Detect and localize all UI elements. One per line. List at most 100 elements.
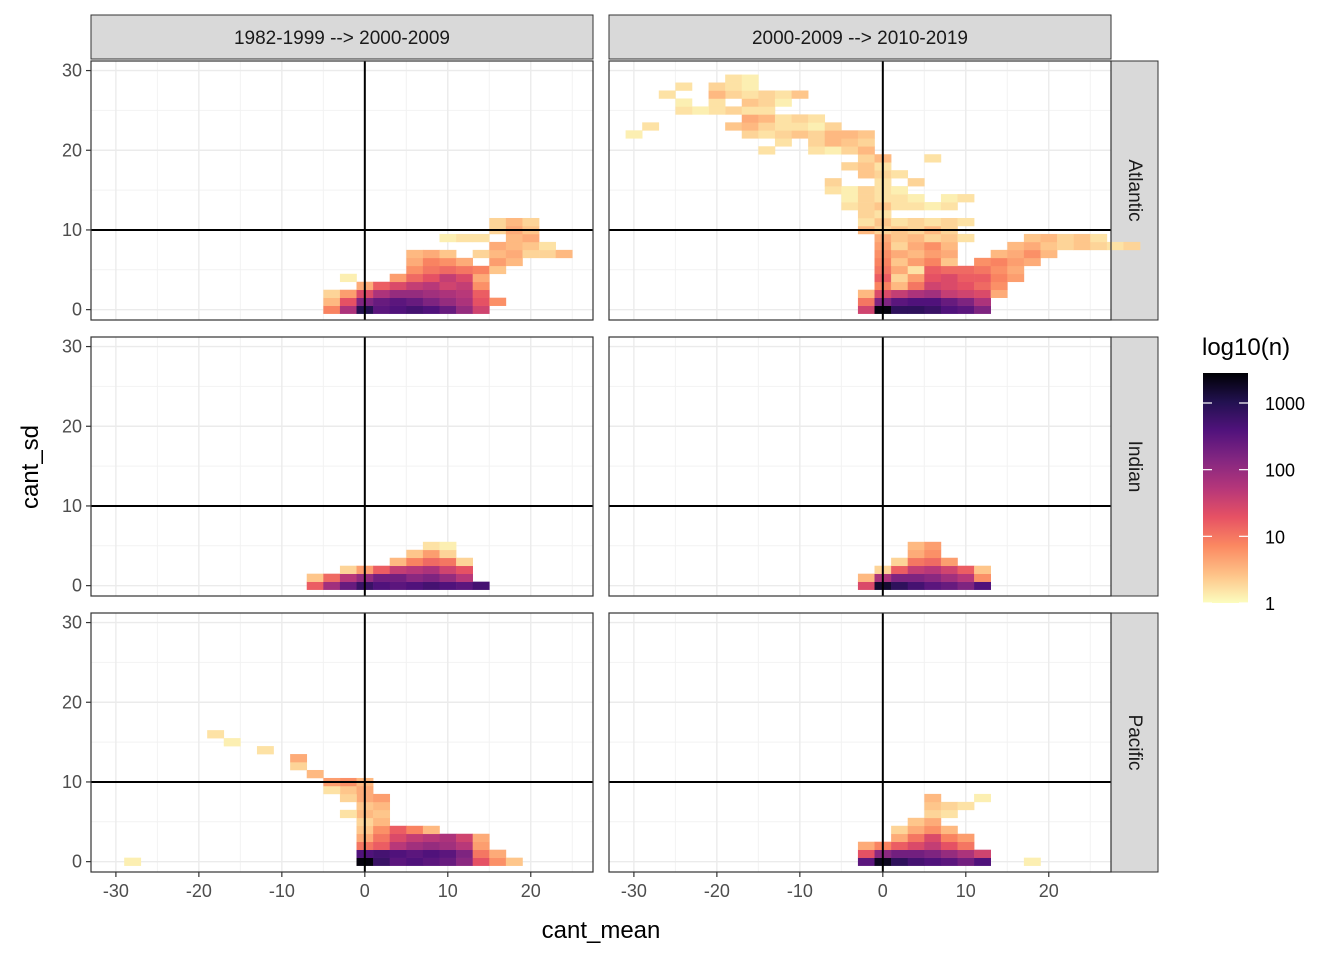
heat-cell [389, 565, 407, 574]
heat-cell [924, 565, 942, 574]
x-tick-label: 10 [438, 881, 458, 901]
heat-cell [373, 801, 391, 811]
heat-cell [907, 202, 925, 211]
heat-cell [741, 122, 759, 131]
heat-cell [808, 122, 826, 131]
heat-cell [974, 565, 991, 574]
heat-cell [990, 265, 1008, 275]
heat-cell [456, 557, 473, 567]
heat-cell [1023, 241, 1041, 251]
heat-cell [439, 233, 457, 243]
heat-cell [505, 217, 523, 227]
heat-cell [891, 217, 909, 227]
heat-cell [373, 817, 391, 827]
heat-cell [708, 82, 726, 91]
heat-cell [323, 581, 341, 590]
legend-break-label: 1000 [1265, 394, 1305, 414]
heat-cell [940, 217, 958, 227]
heat-cell [841, 162, 859, 171]
heat-cell [1007, 273, 1025, 283]
panel-border-indian-2 [608, 336, 1112, 597]
heat-cell [907, 549, 925, 559]
heat-cell [974, 273, 991, 283]
heat-cell [256, 746, 274, 755]
heat-cell [891, 849, 909, 858]
heat-cell [422, 257, 440, 267]
heat-cell [791, 122, 809, 131]
y-axis-title: cant_sd [17, 425, 44, 509]
column-strip-label-2: 2000-2009 --> 2010-2019 [752, 28, 968, 49]
heat-cell [522, 217, 540, 227]
heat-cell [957, 849, 975, 858]
heat-cell [924, 573, 942, 582]
heat-cell [472, 305, 490, 314]
heat-cell [339, 793, 357, 803]
heat-cell [456, 233, 473, 243]
heat-cell [339, 785, 357, 795]
heat-cell [306, 581, 324, 590]
heat-cell [940, 297, 958, 306]
heat-cell [940, 289, 958, 298]
heat-cell [924, 265, 942, 275]
heat-cell [1040, 233, 1058, 243]
heat-cell [489, 857, 507, 866]
heat-cell [1057, 241, 1074, 251]
panel-border-atlantic-1 [90, 60, 594, 321]
heat-cell [406, 257, 424, 267]
heat-cell [940, 825, 958, 835]
heat-cell [323, 785, 341, 795]
heat-cell [1040, 241, 1058, 251]
heat-cell [124, 857, 142, 866]
heat-cell [472, 289, 490, 298]
heat-cell [406, 249, 424, 259]
heat-cell [841, 146, 859, 155]
heat-cell [857, 138, 875, 147]
heat-cell [373, 833, 391, 843]
heat-cell [974, 849, 991, 858]
heat-cell [907, 833, 925, 843]
heat-cell [857, 217, 875, 227]
heat-cell [741, 98, 759, 107]
heat-cell [406, 273, 424, 283]
heat-cell [422, 841, 440, 850]
heat-cell [339, 565, 357, 574]
heat-cell [741, 106, 759, 115]
heat-cell [907, 281, 925, 291]
y-tick-label: 10 [62, 772, 82, 792]
heat-cell [974, 305, 991, 314]
heat-cell [940, 249, 958, 259]
heat-cell [957, 801, 975, 811]
heat-cell [422, 565, 440, 574]
heat-cell [957, 297, 975, 306]
heat-cell [472, 833, 490, 843]
heat-cell [891, 194, 909, 203]
heat-cell [489, 241, 507, 251]
row-strip-atlantic [1110, 60, 1159, 321]
heat-cell [339, 581, 357, 590]
heat-cell [1007, 257, 1025, 267]
heat-cell [422, 273, 440, 283]
heat-cell [675, 82, 693, 91]
heat-cell [857, 841, 875, 850]
legend-title: log10(n) [1202, 334, 1290, 361]
heat-cell [373, 849, 391, 858]
heat-cell [791, 114, 809, 123]
heat-cell [472, 849, 490, 858]
heat-cell [406, 297, 424, 306]
heat-cell [957, 217, 975, 227]
heat-cell [891, 833, 909, 843]
x-tick-label: 0 [360, 881, 370, 901]
x-tick-label: 20 [521, 881, 541, 901]
heat-cell [1073, 241, 1091, 251]
heat-cell [456, 289, 473, 298]
heat-cell [1106, 241, 1124, 251]
heat-cell [456, 857, 473, 866]
heat-cell [406, 289, 424, 298]
heat-cell [974, 297, 991, 306]
heat-cell [439, 297, 457, 306]
heat-cell [339, 289, 357, 298]
heat-cell [373, 289, 391, 298]
heat-cell [522, 249, 540, 259]
heat-cell [758, 130, 776, 139]
heat-cell [741, 90, 759, 99]
